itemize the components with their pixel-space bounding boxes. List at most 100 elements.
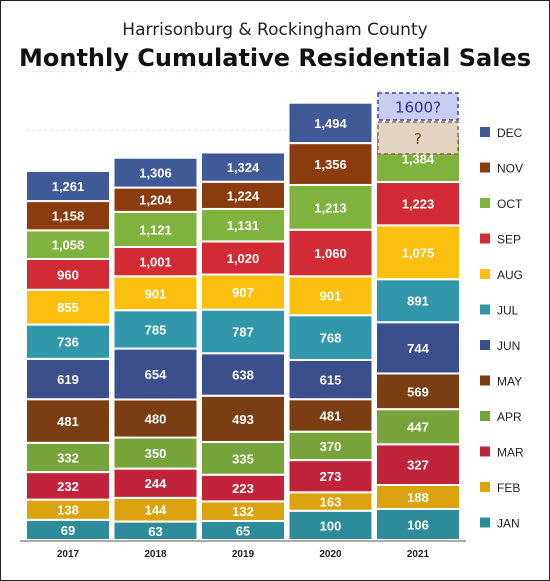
data-label-2017-sep: 960 <box>57 267 79 282</box>
legend-label-jan: JAN <box>497 517 520 531</box>
chart-subtitle: Harrisonburg & Rockingham County <box>122 20 428 40</box>
bar-2018-mar <box>112 467 199 499</box>
legend-label-dec: DEC <box>497 126 523 140</box>
data-label-2018-mar: 244 <box>145 476 167 491</box>
bar-2017-nov <box>25 200 111 232</box>
data-label-2019-oct: 1,131 <box>227 218 260 233</box>
bar-2017-may <box>25 398 111 444</box>
legend-swatch-jun <box>480 340 490 350</box>
bar-2017-oct <box>25 229 111 261</box>
data-label-2018-jul: 785 <box>145 322 167 337</box>
legend-swatch-nov <box>480 162 490 173</box>
data-label-2018-jan: 63 <box>148 524 162 539</box>
data-label-2019-mar: 223 <box>232 481 254 496</box>
bar-2018-jun <box>112 347 199 401</box>
data-label-2019-feb: 132 <box>232 504 254 519</box>
data-label-2020-feb: 163 <box>320 495 342 510</box>
data-label-2021-may: 569 <box>407 384 429 399</box>
legend-label-apr: APR <box>497 410 522 424</box>
data-label-2017-nov: 1,158 <box>52 209 85 224</box>
legend-label-jun: JUN <box>497 339 520 353</box>
data-label-2018-feb: 144 <box>145 503 167 518</box>
data-label-2020-apr: 370 <box>320 439 342 454</box>
annotation-box-nov <box>377 121 459 155</box>
data-label-2021-oct: 1,384 <box>402 151 435 166</box>
bar-2020-oct <box>287 183 374 231</box>
bar-2018-oct <box>112 210 199 249</box>
data-label-2018-apr: 350 <box>145 446 167 461</box>
data-label-2020-jun: 615 <box>320 373 342 388</box>
legend-swatch-apr <box>480 411 490 421</box>
bar-2017-jul <box>25 323 111 360</box>
chart-title: Monthly Cumulative Residential Sales <box>19 44 531 72</box>
legend-label-feb: FEB <box>497 481 520 495</box>
legend-label-oct: OCT <box>497 197 523 211</box>
bar-2020-dec <box>287 101 374 145</box>
annotation-text-nov: ? <box>414 130 422 148</box>
annotation-text-dec: 1600? <box>395 99 441 117</box>
data-label-2019-dec: 1,324 <box>227 160 260 175</box>
data-label-2019-jul: 787 <box>232 324 254 339</box>
bar-2019-dec <box>200 151 286 183</box>
data-label-2017-mar: 232 <box>57 479 79 494</box>
data-label-2019-may: 493 <box>232 412 254 427</box>
bar-2021-sep <box>375 181 461 227</box>
data-label-2017-aug: 855 <box>57 300 79 315</box>
bar-2019-jul <box>200 308 286 355</box>
x-tick-label: 2021 <box>407 549 430 560</box>
data-label-2017-apr: 332 <box>57 450 79 465</box>
bar-2021-apr <box>375 408 461 446</box>
annotation-box-dec <box>377 92 459 121</box>
legend-swatch-oct <box>480 198 490 208</box>
data-label-2020-may: 481 <box>320 408 342 423</box>
bar-2017-jun <box>25 357 111 401</box>
legend-swatch-may <box>480 375 490 386</box>
bar-2021-jun <box>375 321 461 375</box>
bar-2020-jan <box>287 509 374 542</box>
data-label-2021-jun: 744 <box>407 341 429 356</box>
data-label-2021-aug: 1,075 <box>402 245 435 260</box>
bar-2019-jun <box>200 352 286 397</box>
data-label-2021-jan: 106 <box>407 517 429 532</box>
bar-2021-feb <box>375 483 461 510</box>
data-label-2017-feb: 138 <box>57 503 79 518</box>
bar-2019-aug <box>200 273 286 311</box>
bar-2018-jul <box>112 309 199 350</box>
data-label-2021-jul: 891 <box>407 294 429 309</box>
data-label-2019-sep: 1,020 <box>227 251 260 266</box>
legend-swatch-sep <box>480 233 490 244</box>
data-label-2018-aug: 901 <box>145 286 167 301</box>
x-tick-label: 2018 <box>144 549 167 560</box>
data-label-2018-sep: 1,001 <box>139 255 172 270</box>
legend-swatch-mar <box>480 446 490 457</box>
data-label-2017-may: 481 <box>57 414 79 429</box>
data-label-2019-jan: 65 <box>236 523 250 538</box>
bar-2018-dec <box>112 156 199 189</box>
bar-2017-apr <box>25 441 111 474</box>
bar-2018-may <box>112 398 199 439</box>
data-label-2019-aug: 907 <box>232 285 254 300</box>
data-label-2018-jun: 654 <box>145 367 167 382</box>
x-tick-label: 2017 <box>57 549 80 560</box>
bar-2017-dec <box>25 169 111 203</box>
legend-label-nov: NOV <box>497 162 523 176</box>
bar-2021-mar <box>375 443 461 486</box>
data-label-2019-apr: 335 <box>232 451 254 466</box>
data-label-2021-feb: 188 <box>407 490 429 505</box>
legend-label-sep: SEP <box>497 233 521 247</box>
bar-2018-sep <box>112 246 199 278</box>
bar-2020-mar <box>287 459 374 494</box>
data-label-2017-jun: 619 <box>57 372 79 387</box>
x-tick-label: 2020 <box>319 549 342 560</box>
legend-label-mar: MAR <box>497 446 524 460</box>
bar-2017-sep <box>25 258 111 291</box>
bar-2020-nov <box>287 142 374 186</box>
data-label-2020-mar: 273 <box>320 469 342 484</box>
bar-2021-aug <box>375 224 461 281</box>
data-label-2019-nov: 1,224 <box>227 188 260 203</box>
bar-2021-jul <box>375 278 461 324</box>
data-label-2021-apr: 447 <box>407 420 429 435</box>
data-label-2020-jan: 100 <box>320 518 342 533</box>
data-label-2020-nov: 1,356 <box>314 157 347 172</box>
